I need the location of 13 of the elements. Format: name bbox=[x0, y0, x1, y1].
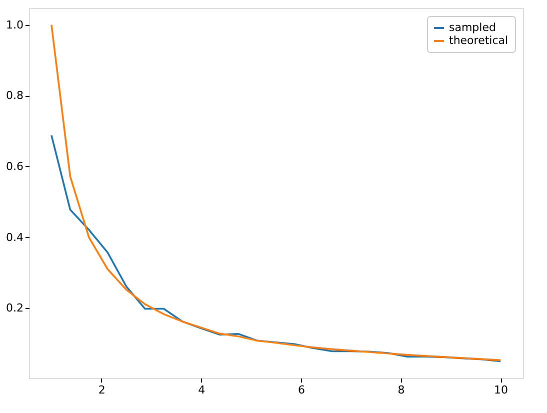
y-tick-label: 0.8 bbox=[6, 89, 24, 102]
legend-label: theoretical bbox=[449, 34, 508, 47]
y-tick-label: 0.6 bbox=[6, 160, 24, 173]
x-tick-label: 8 bbox=[398, 384, 405, 396]
y-tick-label: 0.4 bbox=[6, 230, 24, 244]
line-series bbox=[50, 134, 502, 362]
x-tick-label: 4 bbox=[198, 384, 206, 396]
x-tick-label: 10 bbox=[494, 384, 508, 396]
x-tick-label: 6 bbox=[298, 384, 305, 396]
legend-label: sampled bbox=[449, 21, 496, 34]
y-tick-label: 0.2 bbox=[6, 302, 24, 315]
y-tick-label: 1.0 bbox=[6, 18, 24, 32]
x-tick-label: 2 bbox=[98, 384, 106, 396]
